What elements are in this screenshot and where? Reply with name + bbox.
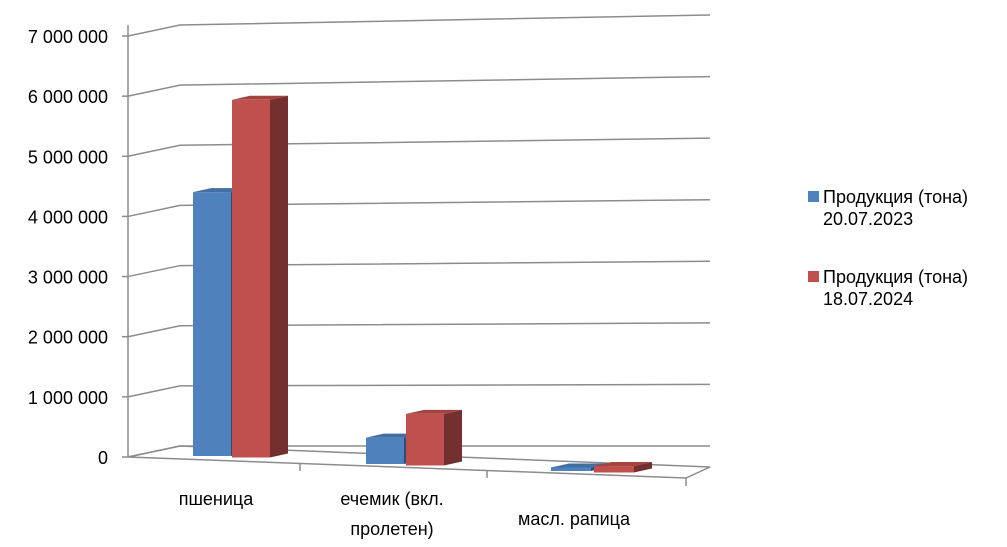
bar-front: [366, 437, 404, 464]
bar-front: [232, 99, 270, 458]
bars: [193, 95, 652, 473]
y-tick-label: 3 000 000: [28, 268, 108, 288]
y-tick-label: 1 000 000: [28, 388, 108, 408]
bar-front: [551, 467, 591, 471]
legend-label-series-2: Продукция (тона) 18.07.2024: [823, 267, 969, 309]
gridline: [127, 445, 710, 458]
y-tick-label: 4 000 000: [28, 207, 108, 227]
bar-top: [232, 95, 288, 100]
bar-front: [193, 192, 231, 456]
legend-item-series-1: Продукция (тона) 20.07.2023: [806, 186, 1006, 230]
gridline: [127, 322, 711, 338]
bar-front: [594, 466, 634, 473]
gridline: [127, 14, 711, 37]
y-tick-label: 2 000 000: [28, 328, 108, 348]
legend: Продукция (тона) 20.07.2023 Продукция (то…: [806, 186, 1006, 346]
x-category-label: ечемик (вкл. пролетен): [340, 489, 443, 539]
gridline: [127, 260, 711, 278]
gridline: [127, 198, 711, 218]
x-category-label: масл. рапица: [518, 509, 631, 529]
gridline: [127, 137, 711, 158]
bar-side: [270, 95, 288, 458]
y-tick-label: 5 000 000: [28, 147, 108, 167]
y-tick-label: 7 000 000: [28, 27, 108, 47]
y-tick-labels: 0 1 000 000 2 000 000 3 000 000 4 000 000 5 0…: [28, 27, 108, 468]
bar-top: [594, 462, 652, 467]
bar-2-2: [406, 409, 462, 466]
bar-side: [444, 409, 462, 466]
x-category-label: пшеница: [179, 489, 255, 509]
bar-side: [634, 462, 652, 473]
legend-label-series-1: Продукция (тона) 20.07.2023: [823, 187, 969, 229]
x-category-labels: пшеница ечемик (вкл. пролетен) масл. рапица: [179, 489, 631, 539]
legend-swatch-series-1: [808, 191, 819, 202]
legend-item-series-2: Продукция (тона) 18.07.2024: [806, 266, 1006, 310]
gridline: [127, 75, 711, 97]
bar-top: [406, 409, 462, 414]
legend-swatch-series-2: [808, 271, 819, 282]
gridlines: [122, 14, 711, 458]
y-tick-label: 6 000 000: [28, 87, 108, 107]
bar-front: [406, 413, 444, 466]
gridline: [127, 383, 711, 398]
bar-2-3: [594, 462, 652, 473]
y-tick-label: 0: [98, 448, 108, 468]
bar-2-1: [232, 95, 288, 458]
